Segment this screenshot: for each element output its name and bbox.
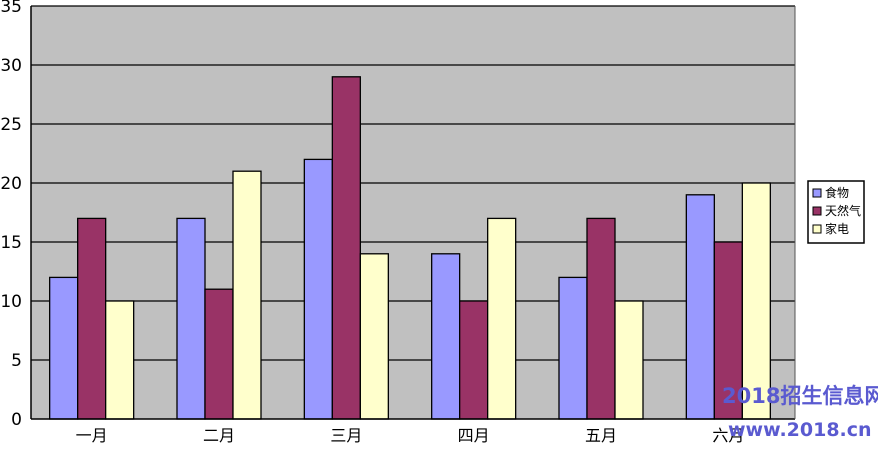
x-tick-label: 三月	[330, 426, 362, 445]
legend-label: 天然气	[825, 203, 861, 218]
bars	[49, 76, 771, 420]
x-tick-labels: 一月 二月 三月 四月 五月 六月	[76, 426, 745, 445]
plot-area	[31, 6, 795, 419]
bar	[77, 217, 107, 420]
bar	[303, 158, 333, 420]
bar	[431, 253, 461, 420]
bar	[49, 276, 79, 420]
x-tick-label: 六月	[712, 426, 744, 445]
bar	[105, 300, 135, 420]
watermark: 2018招生信息网 www.2018.cn	[722, 384, 878, 441]
y-tick-label: 35	[0, 0, 22, 17]
bar	[558, 276, 588, 420]
y-tick-label: 15	[0, 233, 22, 253]
bar	[232, 170, 262, 420]
bar	[586, 217, 616, 420]
legend-swatch	[812, 224, 822, 234]
watermark-line1: 2018招生信息网	[722, 384, 878, 408]
bar	[331, 76, 361, 420]
y-tick-labels: 0 5 10 15 20 25 30 35	[0, 0, 22, 430]
y-tick-label: 30	[0, 56, 22, 76]
bar	[685, 194, 715, 420]
legend-swatch	[812, 206, 822, 216]
legend-label: 家电	[825, 221, 849, 236]
bar	[614, 300, 644, 420]
y-tick-label: 20	[0, 174, 22, 194]
x-tick-label: 五月	[585, 426, 617, 445]
y-tick-label: 5	[11, 351, 22, 371]
bar	[204, 288, 234, 420]
axes	[30, 6, 796, 420]
bar	[487, 217, 517, 420]
bar	[713, 241, 743, 420]
legend-label: 食物	[825, 185, 849, 200]
x-tick-label: 一月	[76, 426, 108, 445]
watermark-line2: www.2018.cn	[728, 419, 872, 441]
x-tick-label: 二月	[203, 426, 235, 445]
y-tick-label: 10	[0, 292, 22, 312]
gridlines	[31, 5, 795, 361]
bar	[459, 300, 489, 420]
y-tick-label: 25	[0, 115, 22, 135]
bar	[176, 217, 206, 420]
y-tick-label: 0	[11, 410, 22, 430]
x-tick-label: 四月	[458, 426, 490, 445]
legend-swatch	[812, 188, 822, 198]
bar	[741, 182, 771, 420]
bar	[359, 253, 389, 420]
